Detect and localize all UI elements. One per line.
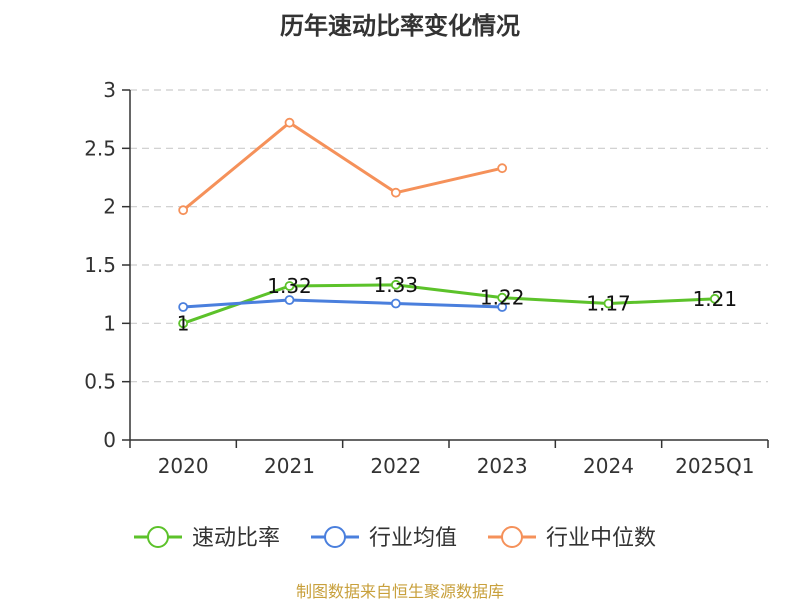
legend-label: 行业均值	[369, 526, 457, 551]
data-point	[284, 295, 295, 305]
data-point	[284, 281, 295, 291]
y-tick-label: 2.5	[84, 136, 116, 160]
series-line-2	[182, 121, 503, 212]
data-point	[603, 298, 614, 309]
legend-label: 速动比率	[192, 526, 280, 551]
axes	[122, 89, 769, 448]
data-label: 1.21	[693, 287, 738, 311]
x-tick-label: 2021	[264, 454, 315, 478]
y-tick-label: 0	[103, 428, 116, 452]
data-point	[390, 279, 401, 290]
data-point	[709, 293, 720, 304]
x-tick-label: 2025Q1	[675, 454, 754, 478]
data-point	[497, 302, 508, 312]
data-point	[390, 187, 401, 198]
data-point	[390, 298, 401, 309]
data-label: 1	[177, 311, 190, 335]
y-tick-label: 1.5	[84, 253, 116, 277]
x-tick-label: 2024	[583, 454, 634, 478]
data-labels: 1 1.32 1.33 1.22 1.17 1.21	[177, 273, 737, 336]
legend-swatch-marker	[324, 526, 346, 548]
chart-title: 历年速动比率变化情况	[280, 12, 520, 40]
tick-labels: 0 0.5 1 1.5 2 2.5 3 2020 2021 2022 2023 2024 2025Q1	[84, 78, 754, 478]
source-note: 制图数据来自恒生聚源数据库	[295, 582, 504, 601]
data-label: 1.33	[374, 273, 419, 297]
series-line-1	[183, 298, 503, 309]
data-point	[497, 292, 508, 303]
data-point	[497, 163, 508, 174]
y-tick-label: 2	[103, 195, 116, 219]
x-tick-label: 2022	[370, 454, 421, 478]
y-tick-label: 0.5	[84, 370, 116, 394]
legend-swatch-marker	[147, 526, 169, 548]
y-tick-label: 1	[103, 311, 116, 335]
x-tick-label: 2020	[158, 454, 209, 478]
legend-swatch-marker	[501, 526, 523, 548]
data-point	[178, 205, 189, 216]
data-point	[284, 117, 295, 128]
data-label: 1.17	[586, 292, 631, 316]
y-tick-label: 3	[103, 78, 116, 102]
legend-label: 行业中位数	[546, 526, 656, 551]
data-label: 1.22	[480, 286, 525, 310]
grid-lines	[130, 89, 768, 383]
data-point	[178, 302, 189, 312]
legend[interactable]: 速动比率 行业均值 行业中位数	[134, 526, 656, 551]
series-line-0	[182, 283, 715, 325]
x-tick-label: 2023	[477, 454, 528, 478]
data-label: 1.32	[267, 274, 312, 298]
data-point	[178, 318, 189, 329]
series-group	[178, 117, 720, 329]
